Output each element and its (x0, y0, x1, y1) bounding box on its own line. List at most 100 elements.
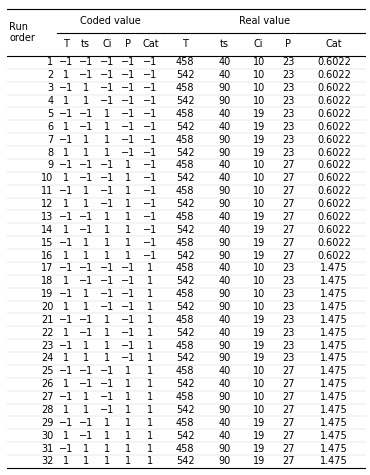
Text: 19: 19 (252, 225, 265, 235)
Text: −1: −1 (78, 418, 93, 428)
Text: 19: 19 (252, 315, 265, 325)
Text: −1: −1 (143, 225, 158, 235)
Text: 1.475: 1.475 (320, 263, 348, 274)
Text: 40: 40 (218, 263, 231, 274)
Text: −1: −1 (121, 263, 135, 274)
Text: −1: −1 (78, 70, 93, 80)
Text: 10: 10 (252, 161, 265, 171)
Text: 90: 90 (218, 83, 231, 93)
Text: 1.475: 1.475 (320, 341, 348, 351)
Text: 458: 458 (176, 263, 194, 274)
Text: 1: 1 (63, 70, 69, 80)
Text: 9: 9 (47, 161, 53, 171)
Text: 1.475: 1.475 (320, 392, 348, 402)
Text: 1: 1 (147, 276, 154, 286)
Text: 1: 1 (125, 212, 131, 222)
Text: 10: 10 (252, 379, 265, 389)
Text: −1: −1 (59, 134, 73, 144)
Text: 1: 1 (147, 444, 154, 454)
Text: 0.6022: 0.6022 (317, 225, 351, 235)
Text: 542: 542 (176, 379, 194, 389)
Text: −1: −1 (78, 315, 93, 325)
Text: 5: 5 (47, 109, 53, 119)
Text: −1: −1 (121, 109, 135, 119)
Text: −1: −1 (143, 186, 158, 196)
Text: 1: 1 (83, 444, 89, 454)
Text: −1: −1 (100, 276, 114, 286)
Text: 542: 542 (176, 328, 194, 338)
Text: 458: 458 (176, 161, 194, 171)
Text: 27: 27 (282, 250, 295, 260)
Text: 1: 1 (83, 250, 89, 260)
Text: −1: −1 (59, 186, 73, 196)
Text: 1: 1 (104, 456, 110, 466)
Text: 458: 458 (176, 83, 194, 93)
Text: −1: −1 (143, 96, 158, 106)
Text: 458: 458 (176, 392, 194, 402)
Text: 542: 542 (176, 405, 194, 415)
Text: 90: 90 (218, 148, 231, 158)
Text: −1: −1 (59, 161, 73, 171)
Text: −1: −1 (100, 379, 114, 389)
Text: −1: −1 (100, 57, 114, 67)
Text: 542: 542 (176, 199, 194, 209)
Text: ts: ts (81, 39, 90, 49)
Text: 40: 40 (218, 379, 231, 389)
Text: −1: −1 (121, 353, 135, 363)
Text: −1: −1 (59, 315, 73, 325)
Text: 20: 20 (41, 302, 53, 312)
Text: 1: 1 (83, 289, 89, 299)
Text: 23: 23 (282, 83, 295, 93)
Text: −1: −1 (121, 83, 135, 93)
Text: −1: −1 (100, 263, 114, 274)
Text: 1: 1 (83, 341, 89, 351)
Text: −1: −1 (100, 96, 114, 106)
Text: 40: 40 (218, 366, 231, 376)
Text: 40: 40 (218, 225, 231, 235)
Text: 23: 23 (282, 302, 295, 312)
Text: 23: 23 (282, 70, 295, 80)
Text: 1: 1 (104, 225, 110, 235)
Text: 1: 1 (104, 212, 110, 222)
Text: 1: 1 (147, 379, 154, 389)
Text: 40: 40 (218, 328, 231, 338)
Text: 8: 8 (47, 148, 53, 158)
Text: 458: 458 (176, 341, 194, 351)
Text: 542: 542 (176, 173, 194, 183)
Text: −1: −1 (78, 173, 93, 183)
Text: −1: −1 (78, 225, 93, 235)
Text: 1: 1 (104, 444, 110, 454)
Text: 23: 23 (282, 341, 295, 351)
Text: −1: −1 (100, 186, 114, 196)
Text: −1: −1 (59, 83, 73, 93)
Text: 0.6022: 0.6022 (317, 83, 351, 93)
Text: −1: −1 (59, 341, 73, 351)
Text: 19: 19 (252, 444, 265, 454)
Text: −1: −1 (78, 328, 93, 338)
Text: 23: 23 (282, 315, 295, 325)
Text: −1: −1 (100, 405, 114, 415)
Text: 27: 27 (41, 392, 53, 402)
Text: 458: 458 (176, 134, 194, 144)
Text: 1: 1 (147, 302, 154, 312)
Text: 16: 16 (41, 250, 53, 260)
Text: 1: 1 (125, 405, 131, 415)
Text: 40: 40 (218, 173, 231, 183)
Text: 17: 17 (41, 263, 53, 274)
Text: 40: 40 (218, 57, 231, 67)
Text: Real value: Real value (239, 16, 290, 26)
Text: −1: −1 (143, 122, 158, 132)
Text: 542: 542 (176, 302, 194, 312)
Text: −1: −1 (100, 289, 114, 299)
Text: 0.6022: 0.6022 (317, 70, 351, 80)
Text: 27: 27 (282, 186, 295, 196)
Text: 3: 3 (47, 83, 53, 93)
Text: 1.475: 1.475 (320, 328, 348, 338)
Text: 1: 1 (125, 225, 131, 235)
Text: 90: 90 (218, 353, 231, 363)
Text: 0.6022: 0.6022 (317, 148, 351, 158)
Text: 0.6022: 0.6022 (317, 161, 351, 171)
Text: 27: 27 (282, 199, 295, 209)
Text: 1: 1 (147, 392, 154, 402)
Text: 90: 90 (218, 134, 231, 144)
